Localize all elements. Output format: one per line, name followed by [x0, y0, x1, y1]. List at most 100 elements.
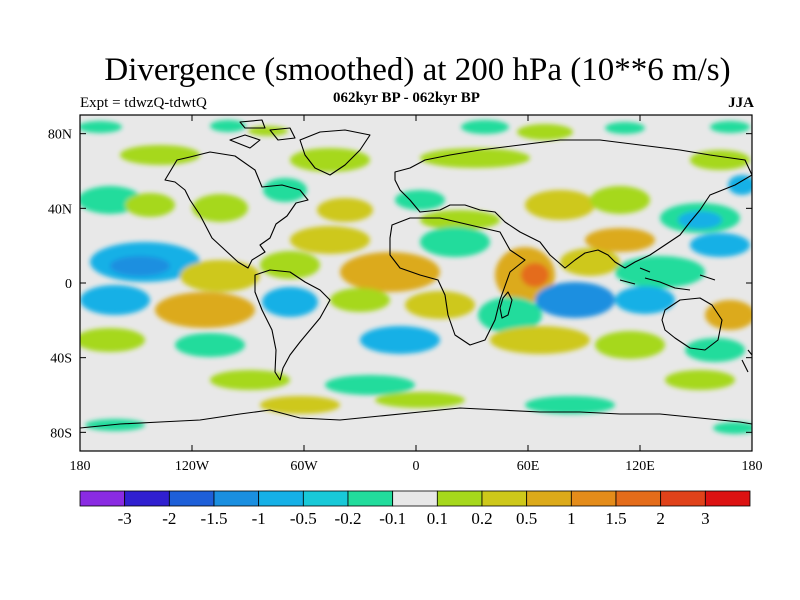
lat-tick-label: 80N — [48, 128, 72, 143]
contour-patch — [325, 375, 415, 395]
coastline-madagascar — [499, 291, 513, 319]
longitude-ticks: 180 120W 60W 0 60E 120E 180 — [70, 115, 763, 474]
contour-patch — [595, 331, 665, 359]
colorbar-label: 2 — [656, 509, 665, 528]
contour-patch — [728, 175, 752, 195]
contour-patch — [290, 148, 370, 172]
contour-patch — [713, 422, 752, 434]
contour-patch — [690, 150, 750, 170]
colorbar-label: -2 — [162, 509, 176, 528]
divergence-field — [80, 119, 752, 434]
colorbar-label: -1 — [252, 509, 266, 528]
contour-patch — [560, 248, 620, 276]
contour-patch — [360, 326, 440, 354]
colorbar-label: 0.5 — [516, 509, 537, 528]
contour-patch — [615, 256, 705, 288]
contour-patch — [175, 333, 245, 357]
contour-patch — [180, 260, 260, 292]
contour-patch — [340, 252, 440, 292]
coastline-south-america — [254, 269, 331, 381]
coastline-arctic-islands — [229, 119, 296, 149]
contour-patch — [210, 120, 246, 132]
contour-patch — [705, 300, 752, 330]
coastline-greenland — [299, 129, 371, 176]
colorbar-swatch — [213, 490, 260, 507]
colorbar-label: 0.1 — [427, 509, 448, 528]
contour-patch — [615, 286, 675, 314]
colorbar-swatch — [79, 490, 126, 507]
lat-tick-label: 40N — [48, 202, 72, 217]
coastline-new-zealand — [741, 349, 752, 373]
contour-patch — [525, 396, 615, 414]
lat-tick-label: 80S — [50, 426, 72, 441]
coastline-eurasia — [394, 139, 752, 269]
contour-patch — [517, 124, 573, 140]
coastline-africa — [389, 217, 526, 346]
colorbar-swatch — [526, 490, 572, 507]
contour-patch — [395, 190, 445, 210]
contour-patch — [375, 392, 465, 408]
contour-patch — [605, 122, 645, 134]
colorbar-swatch — [258, 490, 304, 507]
colorbar-swatch — [436, 490, 483, 507]
contour-patch — [210, 370, 290, 390]
contour-patch — [262, 287, 318, 317]
contour-patch — [260, 251, 320, 279]
contour-patch — [420, 148, 530, 168]
plot-title: Divergence (smoothed) at 200 hPa (10**6 … — [104, 52, 731, 88]
lon-tick-label: 180 — [70, 459, 91, 474]
contour-patch — [535, 282, 615, 318]
contour-patch — [678, 211, 722, 229]
period-label: 062kyr BP - 062kyr BP — [333, 90, 480, 106]
experiment-label: Expt = tdwzQ-tdwtQ — [80, 95, 207, 111]
lat-tick-label: 40S — [50, 352, 72, 367]
colorbar-swatch — [168, 490, 215, 507]
lon-tick-label: 120E — [625, 459, 655, 474]
contour-patch — [590, 186, 650, 214]
contour-patch — [420, 227, 490, 257]
contour-patch — [110, 256, 170, 276]
coastline-north-america — [164, 151, 309, 269]
colorbar-swatch — [481, 490, 528, 507]
contour-patch — [405, 291, 475, 319]
contour-patch — [80, 285, 150, 315]
contour-patch — [525, 190, 595, 220]
contour-patch — [155, 292, 255, 328]
coastline-maritime-continent — [619, 267, 716, 291]
colorbar-label: 0.2 — [471, 509, 492, 528]
colorbar-swatch — [302, 490, 349, 507]
lon-tick-label: 60E — [517, 459, 540, 474]
season-label: JJA — [728, 95, 754, 111]
latitude-ticks: 80N 40N 0 40S 80S — [48, 128, 752, 441]
colorbar-swatch — [660, 490, 706, 507]
contour-patch — [685, 338, 745, 362]
contour-patch — [80, 328, 145, 352]
contour-patch — [490, 326, 590, 354]
coastline-australia — [661, 297, 723, 351]
contour-patch — [585, 228, 655, 252]
contour-patch — [260, 396, 340, 414]
contour-patch — [665, 370, 735, 390]
colorbar-label: 1 — [567, 509, 576, 528]
contour-patch — [120, 145, 200, 165]
colorbar-swatch — [615, 490, 662, 507]
colorbar-label: -1.5 — [201, 509, 228, 528]
lat-tick-label: 0 — [65, 277, 72, 292]
colorbar-swatch — [392, 490, 438, 507]
colorbar-label: -0.2 — [335, 509, 362, 528]
contour-patch — [420, 210, 500, 230]
contour-patch — [80, 121, 122, 133]
colorbar-label: 1.5 — [605, 509, 626, 528]
colorbar: -3 -2 -1.5 -1 -0.5 -0.2 -0.1 0.1 0.2 0.5 1 1.5 2 3 — [79, 490, 751, 528]
contour-patch — [478, 297, 542, 333]
colorbar-swatch — [704, 490, 751, 507]
coastline-antarctica — [80, 407, 752, 429]
contour-patch — [125, 193, 175, 217]
colorbar-label: -0.1 — [379, 509, 406, 528]
lon-tick-label: 0 — [413, 459, 420, 474]
colorbar-label: -0.5 — [290, 509, 317, 528]
colorbar-swatch — [124, 490, 170, 507]
contour-patch — [290, 226, 370, 254]
